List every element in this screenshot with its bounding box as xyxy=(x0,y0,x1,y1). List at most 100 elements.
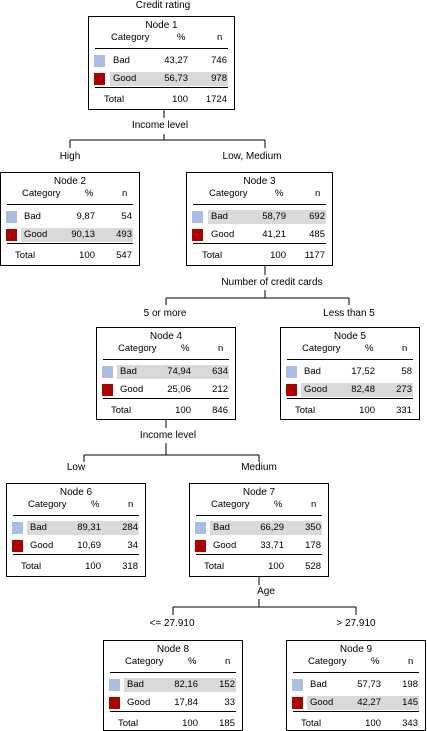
total-count: 318 xyxy=(122,561,138,572)
split-variable-label: Income level xyxy=(131,120,189,131)
total-percent: 100 xyxy=(268,561,284,572)
branch-label: Less than 5 xyxy=(323,308,375,319)
target-variable-label: Credit rating xyxy=(135,0,191,11)
total-label: Total xyxy=(202,250,223,261)
highlight-row xyxy=(21,228,133,242)
total-count: 1177 xyxy=(304,250,325,261)
category-color-swatch xyxy=(195,540,206,552)
tree-node: Node 3 Category% n Bad 58,79 692 Good 41,21 485 T… xyxy=(186,172,333,266)
branch-label: <= 27.910 xyxy=(149,618,195,629)
column-header: % xyxy=(275,188,284,199)
header-rule xyxy=(287,359,413,360)
tree-node: Node 7 Category% n Bad 66,29 350 Good 33,71 178 T… xyxy=(189,483,329,577)
category-count: 350 xyxy=(305,522,321,533)
total-label: Total xyxy=(104,94,125,105)
highlight-row xyxy=(307,696,419,710)
category-color-swatch xyxy=(102,384,113,396)
total-rule xyxy=(193,243,326,244)
category-label: Bad xyxy=(310,679,327,690)
column-header: Category xyxy=(302,343,341,354)
column-header: n xyxy=(311,499,317,510)
node-title: Node 7 xyxy=(242,487,276,498)
total-count: 547 xyxy=(116,250,132,261)
highlight-row xyxy=(27,521,139,535)
category-color-swatch xyxy=(109,697,120,709)
column-header: n xyxy=(315,188,321,199)
column-header: n xyxy=(122,188,128,199)
category-percent: 25,06 xyxy=(167,384,191,395)
header-rule xyxy=(13,515,139,516)
category-count: 198 xyxy=(402,679,418,690)
category-color-swatch xyxy=(192,211,203,223)
column-header: % xyxy=(365,343,374,354)
column-header: % xyxy=(85,188,94,199)
category-color-swatch xyxy=(286,366,297,378)
total-rule xyxy=(110,711,236,712)
column-header: Category xyxy=(211,499,250,510)
category-color-swatch xyxy=(195,522,206,534)
highlight-row xyxy=(301,383,413,397)
total-label: Total xyxy=(118,718,139,729)
tree-node: Node 5 Category% n Bad 17,52 58 Good 82,48 273 To… xyxy=(280,327,420,420)
column-header: % xyxy=(91,499,100,510)
total-percent: 100 xyxy=(365,718,381,729)
category-percent: 33,71 xyxy=(260,540,284,551)
highlight-row xyxy=(210,521,322,535)
header-rule xyxy=(7,204,133,205)
column-header: Category xyxy=(125,656,164,667)
category-label: Good xyxy=(120,384,144,395)
category-percent: 66,29 xyxy=(260,522,284,533)
total-count: 343 xyxy=(402,718,418,729)
category-count: 54 xyxy=(121,211,132,222)
total-label: Total xyxy=(204,561,225,572)
category-color-swatch xyxy=(292,697,303,709)
category-percent: 43,27 xyxy=(164,55,188,66)
total-rule xyxy=(95,87,228,88)
total-percent: 100 xyxy=(172,94,188,105)
category-count: 485 xyxy=(309,229,325,240)
node-title: Node 9 xyxy=(339,644,373,655)
category-label: Bad xyxy=(127,679,144,690)
node-title: Node 2 xyxy=(53,176,87,187)
category-percent: 17,84 xyxy=(174,697,198,708)
column-header: n xyxy=(408,656,414,667)
column-header: Category xyxy=(209,188,248,199)
column-header: n xyxy=(225,656,231,667)
header-rule xyxy=(103,359,229,360)
category-label: Good xyxy=(113,73,137,84)
column-header: n xyxy=(217,32,223,43)
category-color-swatch xyxy=(94,73,105,85)
node-title: Node 6 xyxy=(59,487,93,498)
category-percent: 57,73 xyxy=(357,679,381,690)
total-count: 331 xyxy=(396,405,412,416)
tree-node: Node 9 Category% n Bad 57,73 198 Good 42,27 145 T… xyxy=(286,640,426,731)
total-count: 528 xyxy=(305,561,321,572)
total-rule xyxy=(293,711,419,712)
category-percent: 41,21 xyxy=(262,229,286,240)
category-color-swatch xyxy=(12,540,23,552)
category-color-swatch xyxy=(292,679,303,691)
total-percent: 100 xyxy=(270,250,286,261)
total-percent: 100 xyxy=(175,405,191,416)
total-count: 185 xyxy=(219,718,235,729)
column-header: % xyxy=(177,32,186,43)
highlight-row xyxy=(208,210,326,224)
category-color-swatch xyxy=(109,679,120,691)
category-label: Bad xyxy=(211,211,228,222)
category-percent: 74,94 xyxy=(167,366,191,377)
category-percent: 56,73 xyxy=(164,73,188,84)
header-rule xyxy=(293,672,419,673)
header-rule xyxy=(110,672,236,673)
column-header: % xyxy=(181,343,190,354)
branch-label: Medium xyxy=(241,462,277,473)
total-rule xyxy=(13,554,139,555)
category-label: Good xyxy=(127,697,151,708)
category-label: Bad xyxy=(113,55,130,66)
header-rule xyxy=(95,48,228,49)
total-count: 1724 xyxy=(205,94,227,105)
column-header: Category xyxy=(308,656,347,667)
split-variable-label: Age xyxy=(257,586,275,597)
branch-label: Low xyxy=(66,462,86,473)
tree-node: Node 8 Category% n Bad 82,16 152 Good 17,84 33 To… xyxy=(103,640,243,731)
